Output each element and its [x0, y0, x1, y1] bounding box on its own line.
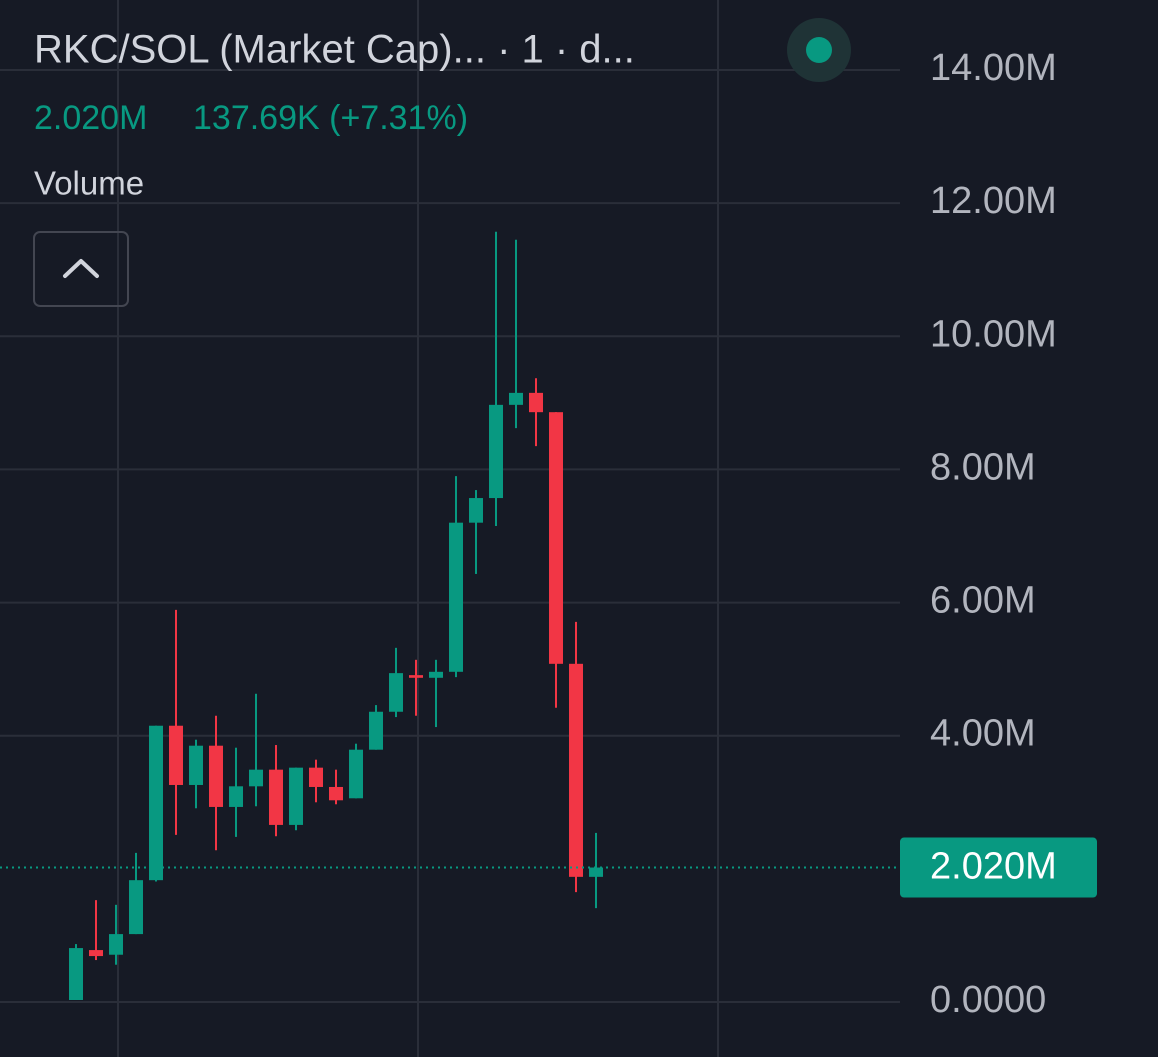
chevron-icon [63, 259, 99, 278]
candle-body [569, 663, 583, 877]
candle-body [469, 498, 483, 523]
candle-body [229, 786, 243, 807]
candle-body [449, 522, 463, 672]
indicator-label: Volume [34, 165, 144, 202]
y-tick-label: 10.00M [930, 313, 1057, 355]
candle-body [249, 769, 263, 787]
last-price: 2.020M [34, 99, 147, 137]
candle-body [589, 867, 603, 877]
candle-body [409, 675, 423, 678]
candle-body [169, 725, 183, 785]
candle-body [149, 725, 163, 881]
candle-body [209, 745, 223, 807]
price-badge-label: 2.020M [930, 846, 1057, 888]
grid [117, 0, 719, 1057]
candle-body [509, 392, 523, 405]
candle-body [529, 392, 543, 413]
status-dot [806, 37, 832, 63]
y-tick-label: 0.0000 [930, 979, 1046, 1021]
price-badge [900, 837, 1097, 898]
y-tick-label: 4.00M [930, 713, 1036, 755]
y-tick-label: 8.00M [930, 446, 1036, 488]
candle-body [309, 767, 323, 787]
plot [0, 69, 900, 1003]
y-tick-label: 14.00M [930, 47, 1057, 89]
candle-body [289, 767, 303, 825]
price-change: 137.69K (+7.31%) [193, 99, 468, 137]
candle-body [369, 711, 383, 750]
candle-body [269, 769, 283, 825]
candle-body [189, 745, 203, 785]
candle-body [89, 950, 103, 957]
candle-body [549, 412, 563, 664]
candle-body [389, 673, 403, 712]
candle-body [69, 948, 83, 1001]
candle-body [349, 749, 363, 799]
chart-title: RKC/SOL (Market Cap)... · 1 · d... [34, 28, 635, 72]
collapse-button[interactable] [33, 231, 129, 307]
candle-body [429, 671, 443, 678]
candle-body [329, 786, 343, 801]
candle-body [129, 880, 143, 935]
y-tick-label: 12.00M [930, 180, 1057, 222]
candle-body [489, 404, 503, 499]
candle-body [109, 934, 123, 955]
y-tick-label: 6.00M [930, 580, 1036, 622]
